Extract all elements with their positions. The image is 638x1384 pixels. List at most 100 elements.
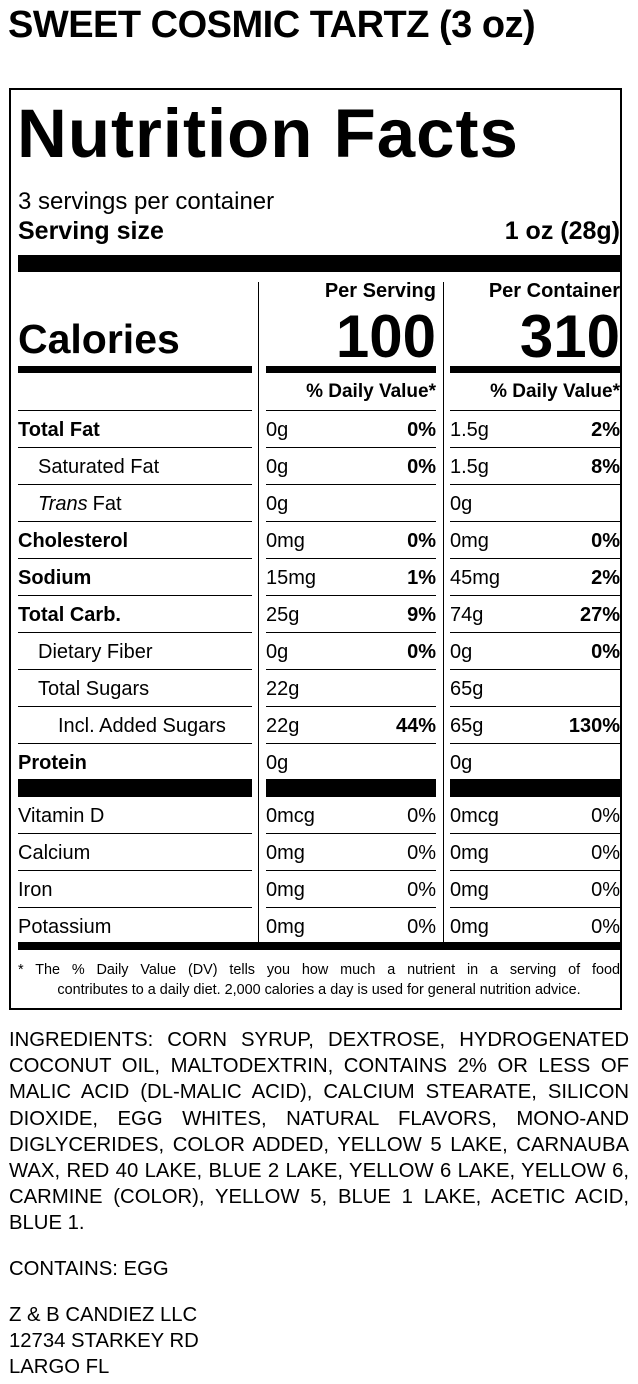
amount-cell: 0mg 0% — [266, 909, 436, 945]
rule — [450, 410, 620, 411]
amount: 0mcg — [450, 805, 499, 827]
column-divider — [443, 282, 444, 942]
amount-cell: 0g 0% — [266, 449, 436, 485]
nutrient-name: Fat — [92, 493, 122, 515]
nutrient-name: Potassium — [18, 916, 112, 938]
nutrient-name: Sodium — [18, 567, 92, 589]
amount: 22g — [266, 715, 300, 737]
amount-cell: 25g 9% — [266, 597, 436, 633]
nutrient-name-cell: Trans Fat — [18, 486, 252, 522]
amount-cell: 0mg 0% — [450, 523, 620, 559]
black-bar — [18, 779, 252, 797]
nutrient-name: Dietary Fiber — [38, 641, 153, 663]
amount: 1.5g — [450, 419, 489, 441]
amount: 74g — [450, 604, 484, 626]
amount-cell: 65g 130% — [450, 708, 620, 744]
daily-value: 0% — [407, 530, 436, 552]
amount-cell: 0g — [450, 745, 620, 781]
black-bar — [450, 779, 620, 797]
nutrient-name-cell: Sodium — [18, 560, 252, 596]
servings: 3 servings per container — [18, 188, 275, 215]
amount-cell: 45mg 2% — [450, 560, 620, 596]
daily-value: 0% — [407, 842, 436, 864]
daily-value: 0% — [591, 530, 620, 552]
per-serving-header: Per Serving — [324, 280, 436, 302]
nutrient-name: Saturated Fat — [38, 456, 160, 478]
amount-cell: 0g 0% — [450, 634, 620, 670]
amount-cell: 0mg 0% — [450, 835, 620, 871]
rule — [18, 410, 252, 411]
product-title: SWEET COSMIC TARTZ (3 oz) — [8, 4, 536, 46]
nutrient-name-cell: Iron — [18, 872, 252, 908]
calories-label: Calories — [18, 316, 180, 362]
daily-value: 2% — [591, 567, 620, 589]
daily-value: 0% — [407, 916, 436, 938]
medium-bar — [266, 366, 436, 373]
nutrient-name-cell: Potassium — [18, 909, 252, 945]
nutrient-name-cell: Dietary Fiber — [18, 634, 252, 670]
daily-value: 0% — [591, 805, 620, 827]
amount: 1.5g — [450, 456, 489, 478]
amount: 0mg — [450, 916, 489, 938]
footnote: * The % Daily Value (DV) tells you how m… — [18, 962, 620, 978]
daily-value: 0% — [591, 842, 620, 864]
nutrient-name-cell: Incl. Added Sugars — [18, 708, 252, 744]
nutrient-name: Total Carb. — [18, 604, 121, 626]
daily-value: 0% — [407, 641, 436, 663]
amount-cell: 0g — [450, 486, 620, 522]
amount: 15mg — [266, 567, 317, 589]
label-title: Nutrition Facts — [17, 95, 519, 172]
amount-cell: 0mcg 0% — [266, 798, 436, 834]
nutrition-label — [9, 88, 622, 1010]
per-container-header: Per Container — [488, 280, 620, 302]
amount: 0mg — [266, 842, 305, 864]
nutrient-name: Calcium — [18, 842, 91, 864]
nutrient-name: Protein — [18, 752, 87, 774]
nutrient-name: Total Sugars — [38, 678, 150, 700]
amount-cell: 22g — [266, 671, 436, 707]
amount-cell: 0mg 0% — [450, 909, 620, 945]
amount-cell: 0mg 0% — [266, 523, 436, 559]
amount-cell: 1.5g 8% — [450, 449, 620, 485]
daily-value: 0% — [591, 879, 620, 901]
nutrient-name-cell: Vitamin D — [18, 798, 252, 834]
column-divider — [258, 282, 259, 942]
daily-value: 130% — [568, 715, 620, 737]
daily-value: 44% — [395, 715, 436, 737]
amount: 22g — [266, 678, 300, 700]
daily-value: 0% — [591, 916, 620, 938]
black-bar — [266, 779, 436, 797]
medium-bar — [18, 366, 252, 373]
nutrient-name: Cholesterol — [18, 530, 129, 552]
amount: 0mg — [266, 530, 305, 552]
amount: 0g — [266, 493, 289, 515]
amount-cell: 65g — [450, 671, 620, 707]
amount-cell: 22g 44% — [266, 708, 436, 744]
amount: 0mg — [266, 879, 305, 901]
nutrient-name-cell: Total Sugars — [18, 671, 252, 707]
amount-cell: 0mcg 0% — [450, 798, 620, 834]
amount: 0g — [450, 641, 473, 663]
amount-cell: 0mg 0% — [450, 872, 620, 908]
amount: 65g — [450, 715, 484, 737]
nutrient-name: Incl. Added Sugars — [58, 715, 226, 737]
allergens: CONTAINS: EGG — [9, 1258, 169, 1280]
address-line: LARGO FL — [9, 1356, 110, 1378]
ingredients: INGREDIENTS: CORN SYRUP, DEXTROSE, HYDRO… — [9, 1029, 629, 1235]
dv-header: % Daily Value* — [490, 381, 620, 402]
calories-serving: 100 — [335, 303, 436, 370]
amount: 0mg — [450, 530, 489, 552]
amount: 0g — [266, 419, 289, 441]
calories-container: 310 — [519, 303, 620, 370]
amount-cell: 0g — [266, 486, 436, 522]
amount-cell: 1.5g 2% — [450, 412, 620, 448]
daily-value: 0% — [591, 641, 620, 663]
amount: 0mcg — [266, 805, 315, 827]
daily-value: 0% — [407, 419, 436, 441]
amount: 0g — [266, 752, 289, 774]
amount: 0mg — [450, 842, 489, 864]
amount: 0mg — [450, 879, 489, 901]
rule — [266, 410, 436, 411]
thick-bar — [18, 255, 620, 272]
nutrient-name-cell: Total Carb. — [18, 597, 252, 633]
